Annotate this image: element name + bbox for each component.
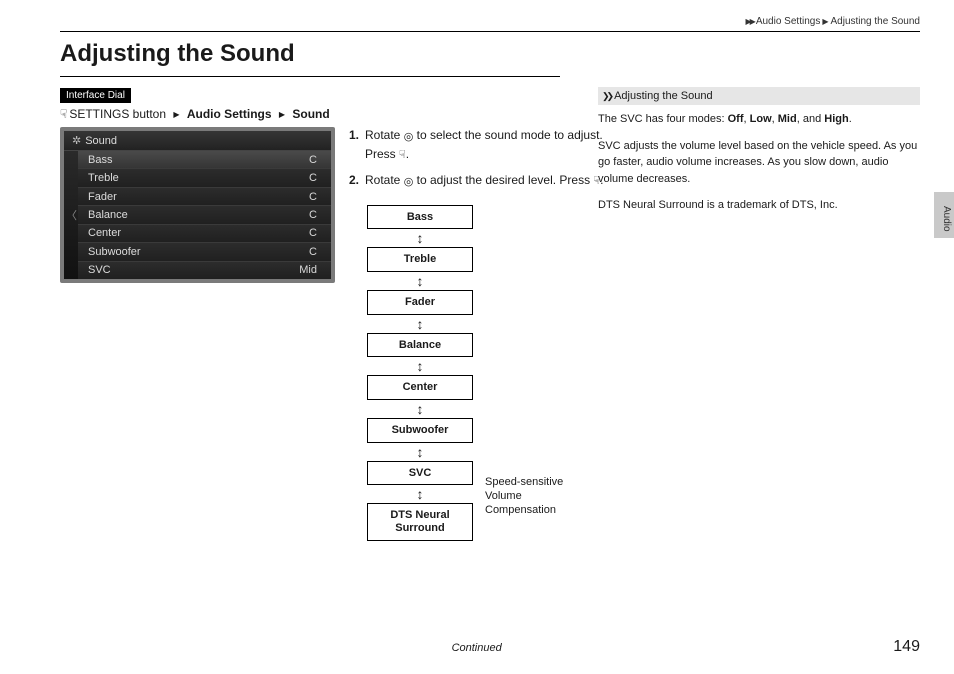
screen-row-label: SVC (88, 264, 111, 276)
updown-arrow-icon: ↕ (417, 231, 424, 245)
svc-note-l1: Speed-sensitive (485, 476, 563, 488)
breadcrumb-arrows-icon (746, 16, 756, 27)
sidebar-svc-desc: SVC adjusts the volume level based on th… (598, 138, 920, 188)
inst-2b: to adjust the desired level. Press (413, 173, 593, 187)
screen-row-label: Bass (88, 154, 112, 166)
screen-row-label: Subwoofer (88, 246, 141, 258)
flow-box: Bass (367, 205, 473, 230)
sidebar-heading: Adjusting the Sound (598, 87, 920, 105)
breadcrumb-sep-icon (820, 16, 830, 27)
screen-row-label: Fader (88, 191, 117, 203)
screen-row: Center C (78, 225, 331, 243)
p1a: The SVC has four modes: (598, 113, 728, 125)
sidebar-svc-modes: The SVC has four modes: Off, Low, Mid, a… (598, 111, 920, 128)
screen-row-value: C (309, 154, 317, 166)
hand-icon (60, 107, 69, 121)
header-rule (60, 31, 920, 32)
flow-box: DTS Neural Surround (367, 503, 473, 540)
screen-row: Bass C (78, 151, 331, 169)
flow-box: Treble (367, 247, 473, 272)
page-title: Adjusting the Sound (60, 40, 920, 68)
dial-icon (404, 128, 414, 142)
screen-row-label: Treble (88, 172, 119, 184)
path-part-3: Sound (292, 107, 329, 121)
mode-low: Low (750, 113, 772, 125)
triangle-icon (275, 107, 289, 121)
screen-row-value: C (309, 246, 317, 258)
screen-row: Treble C (78, 169, 331, 187)
inst-1a: Rotate (365, 128, 404, 142)
flow-box: Balance (367, 333, 473, 358)
breadcrumb-part-1: Audio Settings (756, 16, 821, 27)
breadcrumb: Audio Settings Adjusting the Sound (60, 16, 920, 31)
sidebar-column: Adjusting the Sound The SVC has four mod… (598, 87, 920, 541)
screen-row-value: C (309, 172, 317, 184)
updown-arrow-icon: ↕ (417, 487, 424, 501)
sidebar-heading-text: Adjusting the Sound (614, 90, 712, 102)
flow-box: Subwoofer (367, 418, 473, 443)
mode-mid: Mid (778, 113, 797, 125)
instruction-1: 1. Rotate to select the sound mode to ad… (349, 127, 605, 164)
instruction-2: 2. Rotate to adjust the desired level. P… (349, 172, 605, 191)
dial-icon (404, 173, 414, 187)
screen-row-label: Balance (88, 209, 128, 221)
page-number: 149 (893, 638, 920, 656)
interface-dial-badge: Interface Dial (60, 88, 131, 103)
flow-box: Center (367, 375, 473, 400)
mode-high: High (824, 113, 848, 125)
screen-row: Subwoofer C (78, 243, 331, 261)
screen-header: Sound (64, 131, 331, 151)
screen-row-value: Mid (299, 264, 317, 276)
path-part-1: SETTINGS button (69, 107, 166, 121)
screen-row-value: C (309, 227, 317, 239)
continued-label: Continued (452, 642, 502, 654)
instructions: 1. Rotate to select the sound mode to ad… (349, 127, 605, 541)
step-number: 2. (349, 172, 365, 191)
section-tab-label: Audio (941, 206, 952, 232)
mode-off: Off (728, 113, 744, 125)
screen-row-label: Center (88, 227, 121, 239)
triangle-icon (169, 107, 183, 121)
svc-note-l2: Volume (485, 490, 522, 502)
screen-row-value: C (309, 191, 317, 203)
sidebar-dts-trademark: DTS Neural Surround is a trademark of DT… (598, 197, 920, 214)
screen-row: Fader C (78, 188, 331, 206)
settings-path: SETTINGS button Audio Settings Sound (60, 107, 570, 121)
step-number: 1. (349, 127, 365, 164)
path-part-2: Audio Settings (187, 107, 272, 121)
screen-title: Sound (85, 135, 117, 147)
main-column: Interface Dial SETTINGS button Audio Set… (60, 87, 570, 541)
screen-row: SVC Mid (78, 262, 331, 279)
title-rule (60, 76, 560, 77)
footer: Continued 149 (60, 638, 920, 656)
screen-row-value: C (309, 209, 317, 221)
svc-note: Speed-sensitive Volume Compensation (485, 475, 605, 518)
inst-1c: . (406, 147, 409, 161)
flow-box: SVC (367, 461, 473, 486)
press-icon (399, 147, 406, 161)
c3: , and (797, 113, 825, 125)
inst-2a: Rotate (365, 173, 404, 187)
gear-icon (72, 135, 85, 147)
flow-diagram: Bass↕Treble↕Fader↕Balance↕Center↕Subwoof… (367, 205, 605, 541)
updown-arrow-icon: ↕ (417, 445, 424, 459)
screen-row: Balance C (78, 206, 331, 224)
updown-arrow-icon: ↕ (417, 402, 424, 416)
screen-rows: BassCTrebleCFaderCBalanceCCenterCSubwoof… (78, 151, 331, 279)
double-chevron-icon (602, 90, 614, 102)
flow-box: Fader (367, 290, 473, 315)
svc-note-l3: Compensation (485, 504, 556, 516)
updown-arrow-icon: ↕ (417, 274, 424, 288)
screen-scroll-rail (64, 151, 78, 279)
sound-screen: Sound BassCTrebleCFaderCBalanceCCenterCS… (60, 127, 335, 283)
updown-arrow-icon: ↕ (417, 317, 424, 331)
updown-arrow-icon: ↕ (417, 359, 424, 373)
c4: . (849, 113, 852, 125)
breadcrumb-part-2: Adjusting the Sound (830, 16, 920, 27)
